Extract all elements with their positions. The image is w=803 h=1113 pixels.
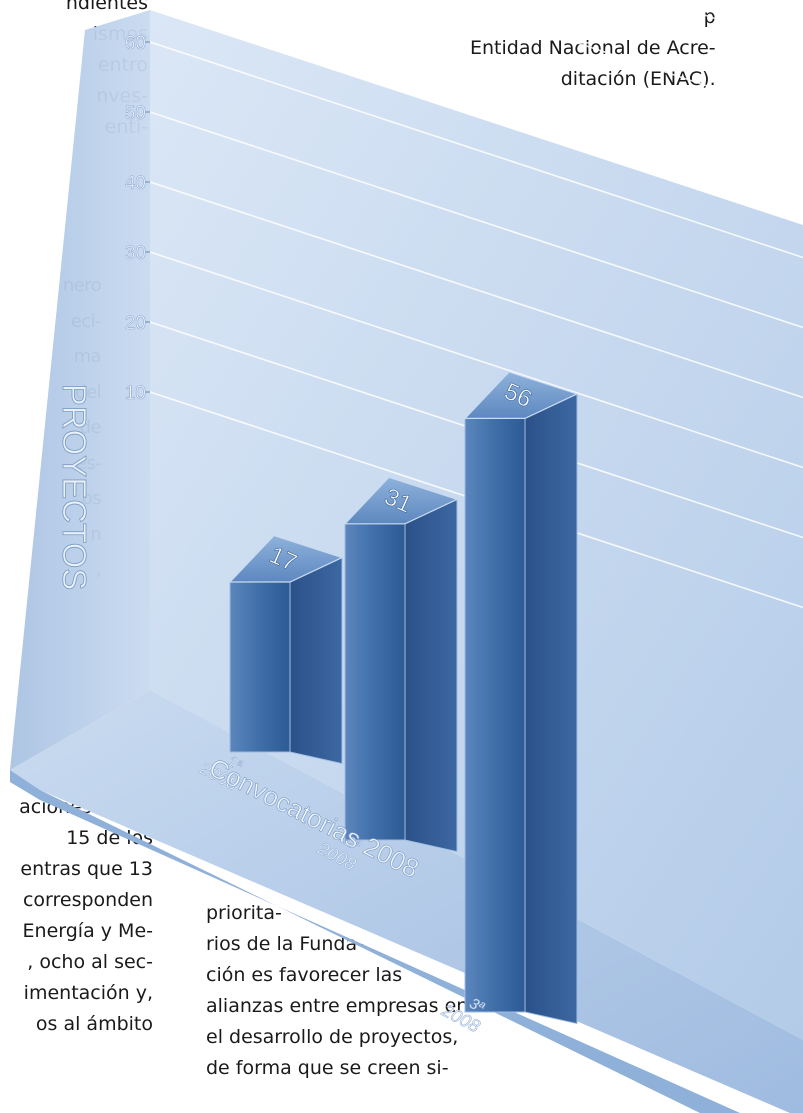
chart-floor [10, 690, 803, 1113]
y-axis-title: PROYECTOS [56, 384, 93, 591]
y-ticks: 10 20 30 40 50 60 [125, 33, 147, 405]
bar-top [228, 534, 344, 583]
text-line: imentación y, [23, 982, 153, 1004]
grid-line [149, 251, 803, 469]
text-line: os al ámbito [35, 1013, 153, 1035]
grid-line [149, 111, 803, 329]
text-line: priorita- [206, 902, 282, 924]
chart-left-wall [10, 10, 150, 770]
grid-line [232, 0, 803, 189]
y-tick-label: 10 [125, 383, 146, 404]
y-tick-label: 30 [125, 243, 146, 264]
text-line: ción es favorecer las [206, 964, 403, 986]
text-line: de forma que se creen si- [206, 1057, 449, 1079]
text-line: Energía y Me- [22, 920, 153, 942]
bar-top [343, 476, 459, 525]
bar-side [404, 498, 458, 853]
text-line: rios de la Funda- [206, 933, 364, 955]
text-line: 15 de los [66, 827, 153, 849]
bar-side [289, 556, 343, 765]
text-line: ndientes [65, 0, 148, 14]
grid-line [444, 0, 803, 119]
text-line: el desarrollo de proyectos, [206, 1026, 459, 1048]
y-tick-label: 50 [125, 103, 146, 124]
text-line: corresponden [22, 889, 153, 911]
text-line: entras que 13 [20, 858, 153, 880]
y-tick-label: 20 [125, 313, 146, 334]
text-line: alianzas entre empresas en [206, 995, 469, 1017]
y-tick-label: 40 [125, 173, 146, 194]
text-line: ditación (ENAC). [560, 68, 716, 90]
grid-line [656, 0, 803, 49]
bar-1: 17 [228, 534, 344, 765]
bar-side [524, 393, 578, 1025]
text-line: , ocho al sec- [27, 951, 153, 973]
bar-2: 31 [343, 476, 459, 853]
bar-front [229, 581, 291, 753]
body-text-bottom-mid: priorita-rios de la Funda-ción es favore… [206, 898, 468, 1084]
y-tick-label: 60 [125, 33, 146, 54]
bar-front [344, 523, 406, 841]
grid-line [149, 181, 803, 399]
bar-3: 56 [463, 371, 579, 1025]
grid-line [149, 41, 803, 259]
bar-top [463, 371, 579, 419]
bar-front [464, 417, 526, 1013]
